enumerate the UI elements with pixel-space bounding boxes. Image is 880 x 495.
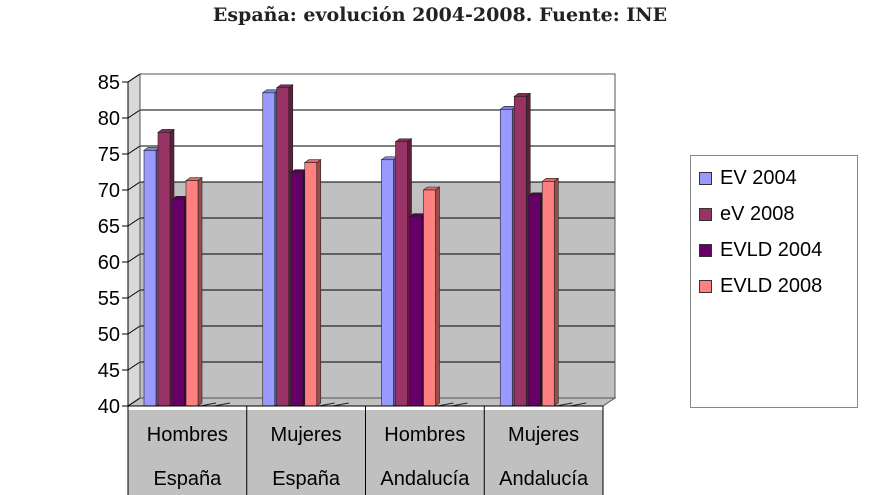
legend-swatch: [699, 171, 712, 185]
bar-evld-2004: [409, 216, 422, 407]
x-tick-label: Andalucía: [499, 468, 589, 490]
chart-legend: EV 2004 eV 2008 EVLD 2004 EVLD 2008: [690, 155, 858, 408]
bar-evld-2004: [290, 172, 304, 407]
legend-label: EV 2004: [720, 166, 797, 189]
x-tick-label: Andalucía: [380, 468, 470, 490]
bar-ev-2004: [262, 92, 276, 407]
y-tick-label: 65: [98, 216, 120, 238]
bar-ev-2008: [395, 141, 408, 407]
legend-swatch: [699, 207, 712, 221]
x-tick-label: Mujeres: [508, 424, 579, 446]
bar-evld-2008-side: [435, 186, 440, 407]
legend-label: EVLD 2004: [720, 238, 823, 261]
x-tick-label: España: [153, 468, 222, 490]
chart-side-wall: [127, 73, 141, 407]
y-tick-label: 70: [98, 180, 120, 202]
wall-upper: [140, 74, 615, 182]
legend-label: EVLD 2008: [720, 274, 823, 297]
bar-evld-2008-side: [316, 159, 322, 407]
bar-evld-2008: [541, 181, 555, 407]
y-tick-label: 60: [98, 252, 120, 274]
bar-ev-2008: [513, 96, 527, 407]
wall-border: [139, 73, 616, 399]
bar-evld-2008: [423, 189, 436, 407]
y-tick-label: 75: [98, 144, 120, 166]
y-tick-label: 45: [98, 360, 120, 382]
bar-evld-2008-side: [197, 177, 203, 407]
y-tick-label: 85: [98, 72, 120, 94]
y-tick-label: 50: [98, 324, 120, 346]
bar-evld-2008: [304, 162, 318, 407]
y-tick-label: 55: [98, 288, 120, 310]
bar-evld-2008: [185, 180, 199, 407]
chart-title: España: evolución 2004-2008. Fuente: INE: [212, 4, 668, 26]
legend-item: EVLD 2008: [699, 274, 822, 298]
legend-item: EV 2004: [699, 166, 797, 190]
legend-swatch: [699, 243, 712, 257]
x-tick-label: Mujeres: [271, 424, 342, 446]
bar-ev-2004: [381, 159, 394, 407]
bar-evld-2004: [171, 199, 185, 407]
bar-ev-2008: [157, 132, 171, 407]
bar-evld-2004: [527, 195, 541, 407]
bar-ev-2008: [276, 87, 290, 407]
x-tick-label: Hombres: [384, 424, 465, 446]
y-tick-label: 80: [98, 108, 120, 130]
legend-item: EVLD 2004: [699, 238, 822, 262]
x-tick-label: Hombres: [147, 424, 228, 446]
y-tick-label: 40: [98, 396, 120, 418]
bar-ev-2004: [143, 150, 157, 407]
x-tick-label: España: [272, 468, 341, 490]
bar-evld-2008-side: [553, 177, 559, 407]
bar-ev-2004: [499, 109, 513, 407]
legend-item: eV 2008: [699, 202, 795, 226]
legend-swatch: [699, 279, 712, 293]
legend-label: eV 2008: [720, 202, 795, 225]
